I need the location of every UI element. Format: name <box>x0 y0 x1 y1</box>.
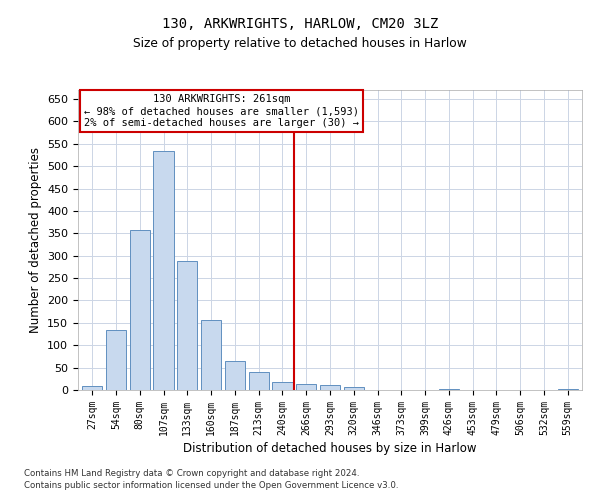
Bar <box>154 152 173 390</box>
Text: 130 ARKWRIGHTS: 261sqm
← 98% of detached houses are smaller (1,593)
2% of semi-d: 130 ARKWRIGHTS: 261sqm ← 98% of detached… <box>84 94 359 128</box>
Text: Contains HM Land Registry data © Crown copyright and database right 2024.: Contains HM Land Registry data © Crown c… <box>24 468 359 477</box>
Bar <box>320 385 340 390</box>
Bar <box>296 384 316 390</box>
Bar <box>225 361 245 390</box>
Bar <box>177 261 197 390</box>
Bar <box>439 389 459 390</box>
Bar <box>272 382 293 390</box>
Bar <box>201 320 221 390</box>
Text: Size of property relative to detached houses in Harlow: Size of property relative to detached ho… <box>133 38 467 51</box>
Bar <box>248 372 269 390</box>
Text: 130, ARKWRIGHTS, HARLOW, CM20 3LZ: 130, ARKWRIGHTS, HARLOW, CM20 3LZ <box>162 18 438 32</box>
Bar <box>82 386 103 390</box>
Text: Contains public sector information licensed under the Open Government Licence v3: Contains public sector information licen… <box>24 481 398 490</box>
Bar <box>344 387 364 390</box>
Bar <box>557 389 578 390</box>
Bar <box>106 330 126 390</box>
Bar <box>130 230 150 390</box>
Y-axis label: Number of detached properties: Number of detached properties <box>29 147 41 333</box>
X-axis label: Distribution of detached houses by size in Harlow: Distribution of detached houses by size … <box>183 442 477 455</box>
